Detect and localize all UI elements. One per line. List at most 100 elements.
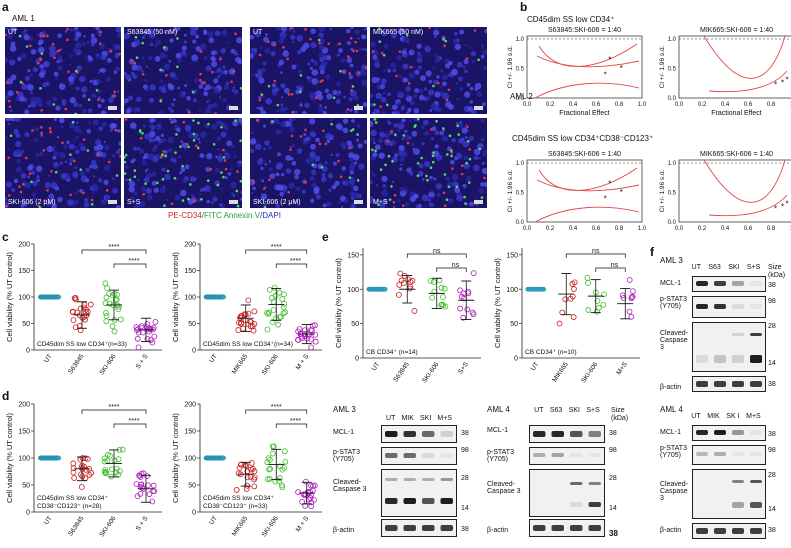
significance-bracket	[595, 267, 626, 272]
size-marker: 98	[768, 298, 776, 305]
blot-band	[588, 482, 601, 485]
micrograph-label: M+S	[373, 199, 388, 206]
blot-band	[440, 478, 453, 481]
lane-label: UT	[691, 413, 701, 420]
row-label: β-actin	[333, 527, 355, 534]
data-point	[282, 458, 289, 465]
blot-band	[750, 381, 762, 387]
data-point	[146, 328, 153, 335]
x-tick-label: 0.4	[721, 102, 730, 108]
data-point	[556, 320, 563, 327]
row-label: Cleaved-Caspase 3	[487, 481, 521, 495]
data-point	[270, 443, 277, 450]
data-point	[248, 460, 255, 466]
y-tick-label: 150	[18, 268, 30, 275]
cell-field	[370, 27, 487, 114]
y-tick-label: 1.0	[668, 161, 677, 167]
blot-band	[385, 498, 398, 504]
cell-field	[370, 118, 487, 208]
lane-label: M+S	[437, 415, 452, 422]
y-axis-label: Cell viability (% UT control)	[493, 258, 502, 348]
x-tick-label: 0.4	[569, 102, 578, 108]
data-point	[312, 338, 319, 345]
data-point	[111, 328, 118, 335]
blot-band	[533, 453, 546, 457]
scale-bar	[354, 200, 363, 204]
ci-plot-frame	[678, 35, 791, 99]
data-point	[264, 476, 271, 483]
x-tick-label: 0.4	[721, 226, 730, 232]
x-tick-label: 0.0	[675, 102, 684, 108]
blot-band	[422, 525, 435, 531]
significance-bracket	[275, 263, 308, 268]
caption-green: /FITC Annexin V	[201, 211, 261, 220]
data-point	[277, 463, 283, 470]
y-tick-label: 0.0	[668, 96, 677, 102]
x-category-label: SKI-606	[98, 353, 117, 377]
size-marker: 28	[768, 323, 776, 330]
x-category-label: SKI-606	[261, 515, 280, 539]
y-tick-label: 0	[355, 356, 359, 363]
y-tick-label: 100	[18, 456, 30, 463]
y-tick-label: 150	[184, 268, 196, 275]
data-point	[72, 324, 79, 331]
blot-band	[533, 525, 546, 531]
data-point	[71, 295, 78, 302]
data-point	[111, 291, 118, 297]
ci-curve	[536, 179, 640, 192]
x-category-label: UT	[43, 515, 54, 526]
data-point	[70, 460, 77, 467]
data-point	[307, 495, 314, 501]
blot-e-aml3: AML 3 UT MIK SKI M+S MCL-1 p-STAT3 (Y705…	[333, 405, 483, 545]
blot-band	[732, 502, 744, 508]
data-point	[279, 484, 286, 491]
x-category-label: UT	[208, 515, 219, 526]
x-category-label: S + S	[135, 353, 150, 371]
ci-curve	[534, 206, 640, 223]
blot-lanes: UT MIK SKI M+S	[383, 415, 455, 422]
micrograph-label: MIK665 (50 nM)	[373, 29, 424, 36]
data-point	[115, 303, 122, 310]
data-point	[569, 281, 576, 287]
blot-strip	[692, 523, 766, 539]
row-label: Cleaved-Caspase 3	[660, 330, 689, 351]
size-marker: 14	[609, 505, 617, 512]
data-point	[601, 291, 607, 298]
y-tick-label: 50	[351, 321, 359, 328]
blot-band	[570, 502, 583, 507]
data-point	[584, 274, 591, 281]
x-category-label: SKI-606	[421, 361, 440, 385]
blot-title: AML 4	[487, 405, 510, 414]
blot-band	[588, 453, 601, 457]
data-point	[115, 456, 122, 463]
x-tick-label: 0.6	[592, 226, 601, 232]
data-point	[102, 280, 109, 287]
blot-band	[570, 453, 583, 457]
blot-band	[422, 453, 435, 458]
micrograph-ut: UT	[5, 27, 121, 114]
row-label: p-STAT3 (Y705)	[487, 449, 514, 463]
significance-label: ****	[290, 418, 301, 425]
y-tick-label: 0	[192, 348, 196, 355]
ci-data-marker: *	[620, 188, 623, 197]
data-point	[149, 498, 156, 505]
data-point	[300, 491, 307, 498]
blot-band	[696, 452, 708, 456]
significance-bracket	[245, 409, 308, 414]
ci-plot-frame	[526, 35, 643, 99]
significance-label: ns	[592, 248, 600, 255]
data-point	[308, 344, 315, 351]
size-marker: 14	[768, 360, 776, 367]
data-point	[144, 482, 151, 489]
y-axis-label: Cell viability (% UT control)	[171, 413, 180, 503]
y-tick-label: 0	[514, 356, 518, 363]
data-point	[103, 313, 110, 319]
size-marker: 38	[768, 381, 776, 388]
data-point	[312, 322, 318, 329]
blot-title: AML 3	[333, 405, 356, 414]
data-point	[81, 304, 87, 311]
data-point	[303, 478, 309, 485]
y-axis-label: CI +/- 1.96 s.d.	[507, 45, 514, 88]
lane-label: S63	[549, 407, 563, 414]
